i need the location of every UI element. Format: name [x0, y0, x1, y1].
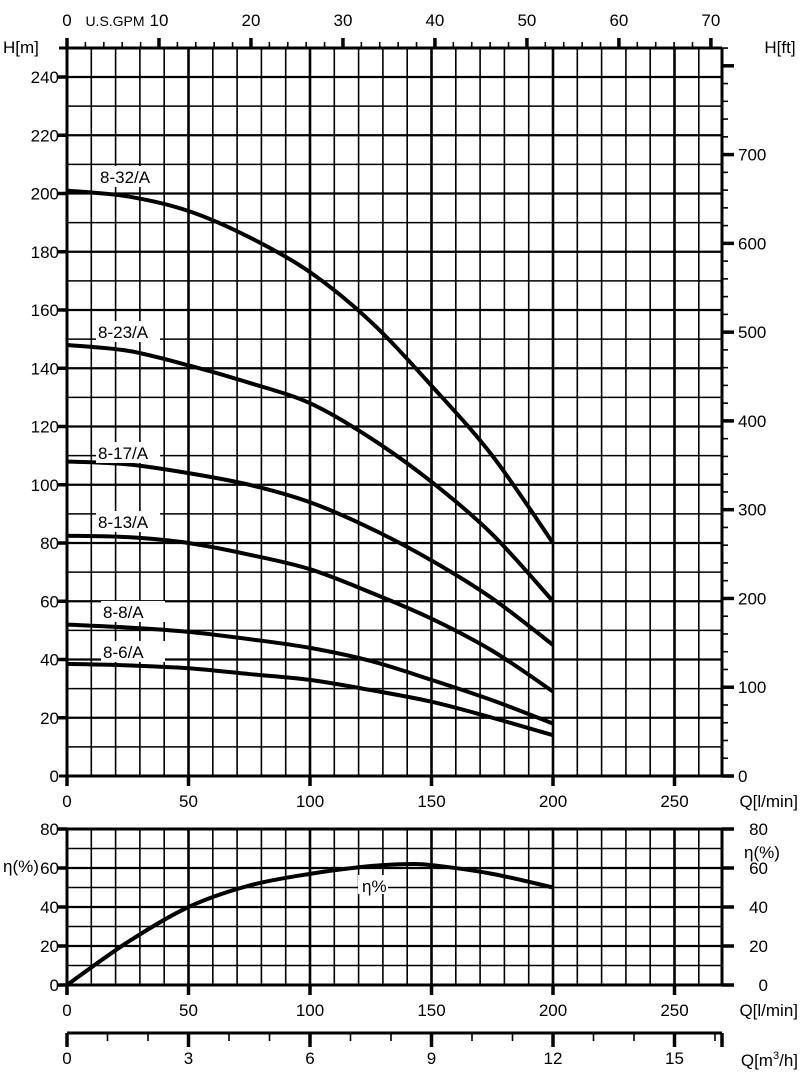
curve-label: 8-32/A [100, 168, 151, 187]
right-tick-label: 500 [738, 323, 766, 342]
m3h-label-base: Q[m [741, 1051, 773, 1070]
y-tick-label: 0 [50, 767, 59, 786]
eff-right-tick-label: 0 [759, 976, 768, 995]
curve-label: 8-6/A [103, 643, 144, 662]
eff-right-tick-label: 40 [749, 898, 768, 917]
curve-label-bg [98, 166, 162, 187]
m3h-tick-label: 15 [665, 1049, 684, 1068]
eff-x-tick-label: 100 [296, 1001, 324, 1020]
curve-label: 8-23/A [98, 323, 149, 342]
y-tick-label: 240 [31, 68, 59, 87]
eff-y-tick-label: 0 [50, 976, 59, 995]
eff-y-tick-label: 60 [40, 859, 59, 878]
eff-x-tick-label: 50 [179, 1001, 198, 1020]
top-tick-label: 30 [333, 11, 352, 30]
curve-8-8-a [66, 622, 554, 726]
top-tick-label: 20 [242, 11, 261, 30]
y-tick-label: 180 [31, 243, 59, 262]
right-tick-label: 200 [738, 589, 766, 608]
eff-x-tick-label: 0 [62, 1001, 71, 1020]
top-tick-label: 10 [150, 11, 169, 30]
eff-y-tick-label: 40 [40, 898, 59, 917]
curve-8-13-a [66, 533, 555, 694]
y-tick-label: 200 [31, 185, 59, 204]
y-tick-label: 220 [31, 126, 59, 145]
eff-x-tick-label: 250 [660, 1001, 688, 1020]
curve-label-bg [96, 321, 160, 342]
curve-8-32-a [66, 188, 555, 545]
y-tick-label: 100 [31, 476, 59, 495]
curve-label-bg [101, 641, 165, 662]
curve-label-bg [96, 442, 160, 463]
eff-y-tick-label: 80 [40, 820, 59, 839]
m3h-tick-label: 9 [427, 1049, 436, 1068]
right-tick-label: 700 [738, 146, 766, 165]
top-tick-label: 70 [701, 11, 720, 30]
m3h-tick-label: 3 [184, 1049, 193, 1068]
efficiency-curve-label: η% [362, 877, 387, 896]
m3h-label-end: /h] [779, 1051, 798, 1070]
curve-8-23-a [66, 342, 555, 603]
y-tick-label: 160 [31, 301, 59, 320]
m3h-tick-label: 6 [305, 1049, 314, 1068]
x-tick-label: 150 [417, 792, 445, 811]
eff-y-tick-label: 20 [40, 937, 59, 956]
curve-label-bg [96, 511, 160, 532]
x-tick-label: 0 [62, 792, 71, 811]
eff-right-tick-label: 60 [749, 859, 768, 878]
top-tick-label: 60 [609, 11, 628, 30]
y-tick-label: 20 [40, 709, 59, 728]
y-tick-label: 80 [40, 534, 59, 553]
curve-8-6-a [66, 661, 554, 738]
right-axis-label: H[ft] [764, 38, 795, 57]
curve-label: 8-13/A [98, 513, 149, 532]
eff-right-tick-label: 20 [749, 937, 768, 956]
y-tick-label: 140 [31, 359, 59, 378]
right-tick-label: 600 [738, 234, 766, 253]
y-tick-label: 60 [40, 592, 59, 611]
x-tick-label: 100 [296, 792, 324, 811]
top-tick-label: 50 [517, 11, 536, 30]
y-tick-label: 120 [31, 418, 59, 437]
eff-x-axis-label: Q[l/min] [739, 1001, 798, 1020]
y-tick-label: 40 [40, 651, 59, 670]
eff-right-axis-label: η(%) [744, 843, 780, 862]
curve-8-17-a [66, 459, 555, 647]
eff-x-tick-label: 200 [539, 1001, 567, 1020]
x-tick-label: 50 [179, 792, 198, 811]
m3h-label-sup: 3 [773, 1050, 779, 1062]
eff-y-axis-label: η(%) [3, 857, 39, 876]
m3h-axis-label: Q[m3/h] [741, 1050, 798, 1070]
right-tick-label: 0 [738, 767, 747, 786]
eff-right-tick-label: 80 [749, 820, 768, 839]
top-axis-label: U.S.GPM [85, 13, 144, 29]
x-tick-label: 250 [660, 792, 688, 811]
right-tick-label: 400 [738, 412, 766, 431]
efficiency-curve [65, 861, 554, 987]
curve-label: 8-8/A [103, 603, 144, 622]
top-tick-label: 40 [425, 11, 444, 30]
m3h-tick-label: 12 [544, 1049, 563, 1068]
eff-x-tick-label: 150 [417, 1001, 445, 1020]
right-tick-label: 100 [738, 678, 766, 697]
curve-label-bg [101, 601, 165, 622]
y-axis-label: H[m] [3, 38, 39, 57]
x-axis-label: Q[l/min] [739, 792, 798, 811]
m3h-tick-label: 0 [62, 1049, 71, 1068]
curve-label: 8-17/A [98, 444, 149, 463]
x-tick-label: 200 [539, 792, 567, 811]
right-tick-label: 300 [738, 501, 766, 520]
eff-label-bg [358, 875, 388, 894]
top-tick-label: 0 [62, 11, 71, 30]
